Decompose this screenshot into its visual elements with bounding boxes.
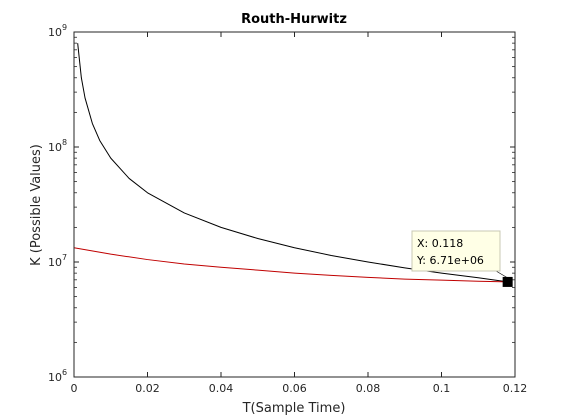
series-layer bbox=[73, 43, 508, 283]
y-axis: 106 107 108 109 bbox=[48, 23, 515, 384]
y-tick-label: 108 bbox=[48, 138, 67, 154]
y-tick-label: 106 bbox=[48, 368, 67, 384]
datatip-marker[interactable] bbox=[502, 276, 513, 287]
datatip-box[interactable] bbox=[411, 230, 501, 272]
x-tick-label: 0.02 bbox=[135, 382, 160, 395]
y-axis-label: K (Possible Values) bbox=[29, 144, 44, 266]
x-tick-label: 0.12 bbox=[503, 382, 528, 395]
plot-area[interactable] bbox=[74, 32, 515, 377]
series-line-2 bbox=[73, 247, 508, 283]
datatip-y-text: Y: 6.71e+06 bbox=[416, 254, 484, 267]
y-tick-label: 109 bbox=[48, 23, 67, 39]
x-tick-label: 0.1 bbox=[433, 382, 451, 395]
datatip-connector bbox=[495, 270, 508, 279]
x-tick-label: 0.08 bbox=[356, 382, 381, 395]
series-line-1 bbox=[77, 43, 508, 283]
datatip[interactable]: X: 0.118 Y: 6.71e+06 bbox=[411, 230, 513, 287]
x-tick-label: 0 bbox=[71, 382, 78, 395]
x-tick-label: 0.06 bbox=[282, 382, 307, 395]
chart-title: Routh-Hurwitz bbox=[241, 12, 347, 27]
x-axis-label: T(Sample Time) bbox=[242, 401, 346, 416]
x-tick-label: 0.04 bbox=[209, 382, 234, 395]
datatip-x-text: X: 0.118 bbox=[417, 237, 463, 250]
y-tick-label: 107 bbox=[48, 253, 67, 269]
x-axis: 0 0.02 0.04 0.06 0.08 0.1 0.12 bbox=[71, 32, 528, 395]
